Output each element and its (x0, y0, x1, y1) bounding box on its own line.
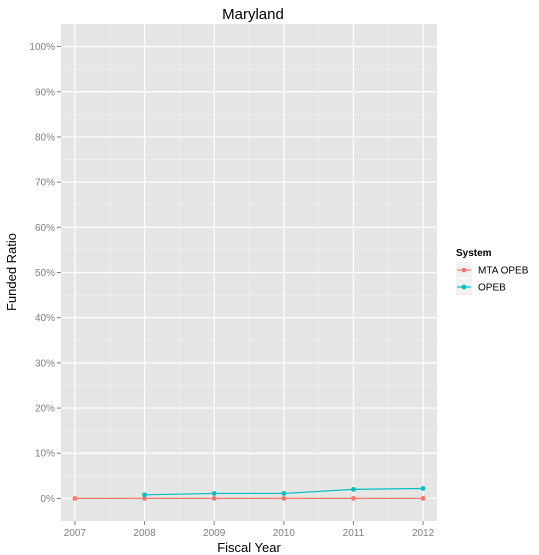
y-tick-label: 0% (41, 494, 56, 505)
y-axis: 0% 10% 20% 30% 40% 50% 60% 70% 80% 90% 100% (29, 42, 61, 505)
y-tick-label: 80% (35, 132, 55, 143)
y-tick-label: 70% (35, 178, 55, 189)
data-point-mta-opeb (72, 496, 78, 501)
y-tick-label: 90% (35, 87, 55, 98)
data-point-mta-opeb (420, 496, 426, 501)
y-tick-label: 10% (35, 449, 55, 460)
x-tick-label: 2008 (133, 528, 156, 539)
data-point-opeb (142, 492, 147, 498)
data-point-mta-opeb (351, 496, 356, 501)
data-point-opeb (420, 486, 426, 491)
x-axis-title: Fiscal Year (217, 540, 281, 555)
y-tick-label: 50% (35, 268, 55, 279)
legend-label: OPEB (478, 283, 506, 294)
chart-title: Maryland (222, 6, 284, 23)
legend-entry-opeb: OPEB (456, 279, 506, 295)
y-tick-label: 30% (35, 358, 55, 369)
legend-entry-mta-opeb: MTA OPEB (456, 262, 529, 278)
y-tick-label: 100% (29, 42, 55, 53)
x-tick-label: 2007 (64, 528, 87, 539)
data-point-mta-opeb (142, 496, 147, 501)
x-axis: 2007 2008 2009 2010 2011 2012 (64, 521, 435, 539)
x-tick-label: 2011 (343, 528, 365, 539)
series-layer (72, 486, 426, 501)
legend-key-point (461, 267, 467, 273)
legend-title: System (456, 248, 492, 259)
y-axis-title: Funded Ratio (4, 233, 19, 311)
data-point-mta-opeb (211, 496, 217, 501)
x-tick-label: 2010 (273, 528, 296, 539)
data-point-opeb (351, 486, 356, 492)
y-tick-label: 20% (35, 404, 55, 415)
legend: System MTA OPEB OPEB (456, 248, 529, 295)
data-point-opeb (281, 491, 287, 496)
y-tick-label: 60% (35, 223, 55, 234)
legend-key-point (461, 284, 467, 290)
x-tick-label: 2009 (203, 528, 226, 539)
legend-label: MTA OPEB (478, 266, 529, 277)
y-tick-label: 40% (35, 313, 55, 324)
data-point-mta-opeb (281, 496, 287, 501)
data-point-opeb (211, 491, 217, 496)
x-tick-label: 2012 (412, 528, 435, 539)
grid (61, 24, 437, 521)
